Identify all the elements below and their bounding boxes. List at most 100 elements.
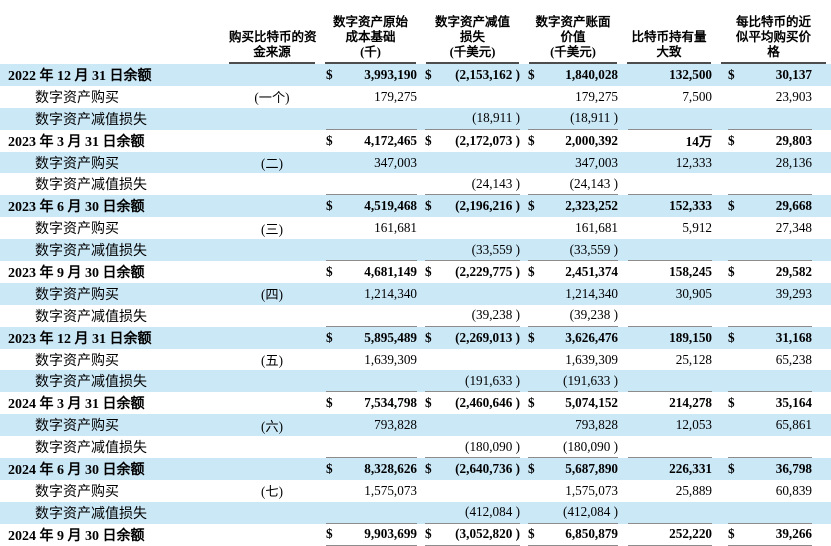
carrying-value-cell: (24,143 ) (528, 173, 618, 196)
cost-basis-cell: 161,681 (326, 217, 417, 239)
carrying-value-cell: $2,323,252 (528, 195, 618, 217)
row-label-cell: 数字资产减值损失 (0, 108, 224, 130)
avg-price-cell-wrap (716, 305, 831, 327)
source-cell (228, 305, 316, 327)
source-cell-wrap: (五) (224, 349, 320, 371)
row-label-cell: 数字资产减值损失 (0, 239, 224, 261)
holdings-cell-value: 25,128 (675, 351, 712, 367)
dollar-sign: $ (528, 198, 535, 214)
carrying-value-cell: $1,840,028 (528, 64, 618, 86)
dollar-sign: $ (425, 460, 432, 476)
source-cell: (二) (261, 156, 283, 171)
row-label-cell: 2023 年 12 月 31 日余额 (0, 327, 224, 349)
cost-basis-cell-value: 4,519,468 (364, 198, 417, 214)
source-cell (228, 173, 316, 195)
source-cell: (七) (261, 484, 283, 500)
source-cell (228, 370, 316, 392)
carrying-value-cell-value: 1,575,073 (565, 482, 618, 498)
carrying-value-cell-value: (191,633 ) (563, 372, 618, 388)
holdings-cell-value: 189,150 (669, 329, 712, 345)
impairment-cell: $ (2,172,073 ) (425, 130, 520, 152)
source-cell (228, 436, 316, 458)
header-line: 成本基础 (345, 30, 396, 44)
holdings-cell: 7,500 (628, 86, 712, 108)
carrying-value-cell: 793,828 (528, 414, 618, 436)
cost-basis-cell-value: 4,172,465 (364, 132, 417, 148)
holdings-cell-wrap: 189,150 (622, 327, 716, 349)
column-header-text: 数字资产账面 价值 (千美元) (529, 15, 617, 64)
cost-basis-cell: 1,575,073 (326, 480, 417, 502)
carrying-value-cell-wrap: $1,840,028 (524, 64, 622, 86)
carrying-value-cell-value: 5,687,890 (565, 460, 618, 476)
source-cell: (六) (261, 418, 283, 434)
row-label-cell: 数字资产购买 (0, 414, 224, 436)
table-row: 2022 年 12 月 31 日余额 $3,993,190 $ (2,153,162 … (0, 64, 831, 86)
row-label: 数字资产减值损失 (35, 309, 147, 325)
impairment-cell-wrap: (33,559 ) (421, 239, 524, 262)
cost-basis-cell-wrap: $8,328,626 (320, 458, 421, 480)
holdings-cell-value: 132,500 (669, 66, 712, 82)
carrying-value-cell: (180,090 ) (528, 436, 618, 459)
holdings-cell: 14万 (628, 130, 712, 152)
avg-price-cell-wrap: 23,903 (716, 86, 831, 108)
row-label: 数字资产购买 (35, 484, 119, 500)
avg-price-cell-wrap: 65,238 (716, 349, 831, 371)
table-row: 数字资产减值损失 (33,559 ) (33,559 ) (0, 239, 831, 262)
source-cell-wrap (224, 524, 320, 546)
impairment-cell-wrap (421, 349, 524, 371)
avg-price-cell-value: 60,839 (775, 482, 812, 498)
impairment-cell-value: (18,911 ) (472, 110, 520, 126)
carrying-value-cell-value: 1,214,340 (565, 285, 618, 301)
holdings-cell-wrap (622, 502, 716, 524)
carrying-value-cell-value: 1,639,309 (565, 351, 618, 367)
dollar-sign: $ (528, 263, 535, 279)
carrying-value-cell: $6,850,879 (528, 524, 618, 546)
row-label: 数字资产购买 (35, 287, 119, 303)
holdings-cell-wrap (622, 239, 716, 262)
source-cell-wrap: (三) (224, 217, 320, 239)
impairment-cell-wrap: $ (2,460,646 ) (421, 392, 524, 414)
carrying-value-cell: (191,633 ) (528, 370, 618, 393)
carrying-value-cell-wrap: $2,323,252 (524, 195, 622, 217)
column-header-text: 每比特币的近 似平均购买价格 (721, 15, 826, 64)
carrying-value-cell: $2,000,392 (528, 130, 618, 152)
impairment-cell: $ (2,196,216 ) (425, 195, 520, 217)
carrying-value-cell-value: 793,828 (575, 417, 618, 433)
holdings-cell-wrap: 132,500 (622, 64, 716, 86)
impairment-cell (425, 349, 520, 371)
carrying-value-cell-value: (18,911 ) (570, 110, 618, 126)
row-label: 2023 年 12 月 31 日余额 (8, 331, 152, 347)
holdings-cell-wrap: 158,245 (622, 261, 716, 283)
cost-basis-cell: 1,639,309 (326, 349, 417, 371)
source-cell-wrap (224, 458, 320, 480)
carrying-value-cell: (39,238 ) (528, 305, 618, 327)
holdings-cell-wrap: 25,889 (622, 480, 716, 502)
cost-basis-cell (326, 502, 417, 524)
impairment-cell-wrap (421, 414, 524, 436)
table-header-row: 购买比特币的资 金来源 数字资产原始 成本基础 (千) 数字资产减值 损失 (千美元) 数字资产… (0, 0, 831, 64)
cost-basis-cell (326, 305, 417, 327)
row-label-cell: 2023 年 6 月 30 日余额 (0, 195, 224, 217)
carrying-value-cell: (33,559 ) (528, 239, 618, 262)
source-cell: (三) (261, 221, 283, 237)
holdings-cell-wrap (622, 108, 716, 130)
cost-basis-cell (326, 239, 417, 262)
source-cell-wrap (224, 130, 320, 152)
holdings-cell: 189,150 (628, 327, 712, 349)
avg-price-cell-wrap: 27,348 (716, 217, 831, 239)
cost-basis-cell: $4,681,149 (326, 261, 417, 283)
avg-price-cell: $29,582 (728, 261, 812, 283)
source-cell: (五) (261, 353, 283, 369)
holdings-cell-wrap (622, 370, 716, 393)
holdings-cell: 12,333 (628, 152, 712, 174)
impairment-cell: (191,633 ) (425, 370, 520, 393)
carrying-value-cell-wrap: (412,084 ) (524, 502, 622, 524)
carrying-value-cell-value: 2,323,252 (565, 198, 618, 214)
holdings-cell: 12,053 (628, 414, 712, 436)
impairment-cell-wrap: (180,090 ) (421, 436, 524, 459)
impairment-cell-wrap: $ (2,269,013 ) (421, 327, 524, 349)
row-label-cell: 数字资产减值损失 (0, 502, 224, 524)
column-header-hold: 比特币持有量 大致 (622, 0, 716, 64)
dollar-sign: $ (326, 460, 333, 476)
